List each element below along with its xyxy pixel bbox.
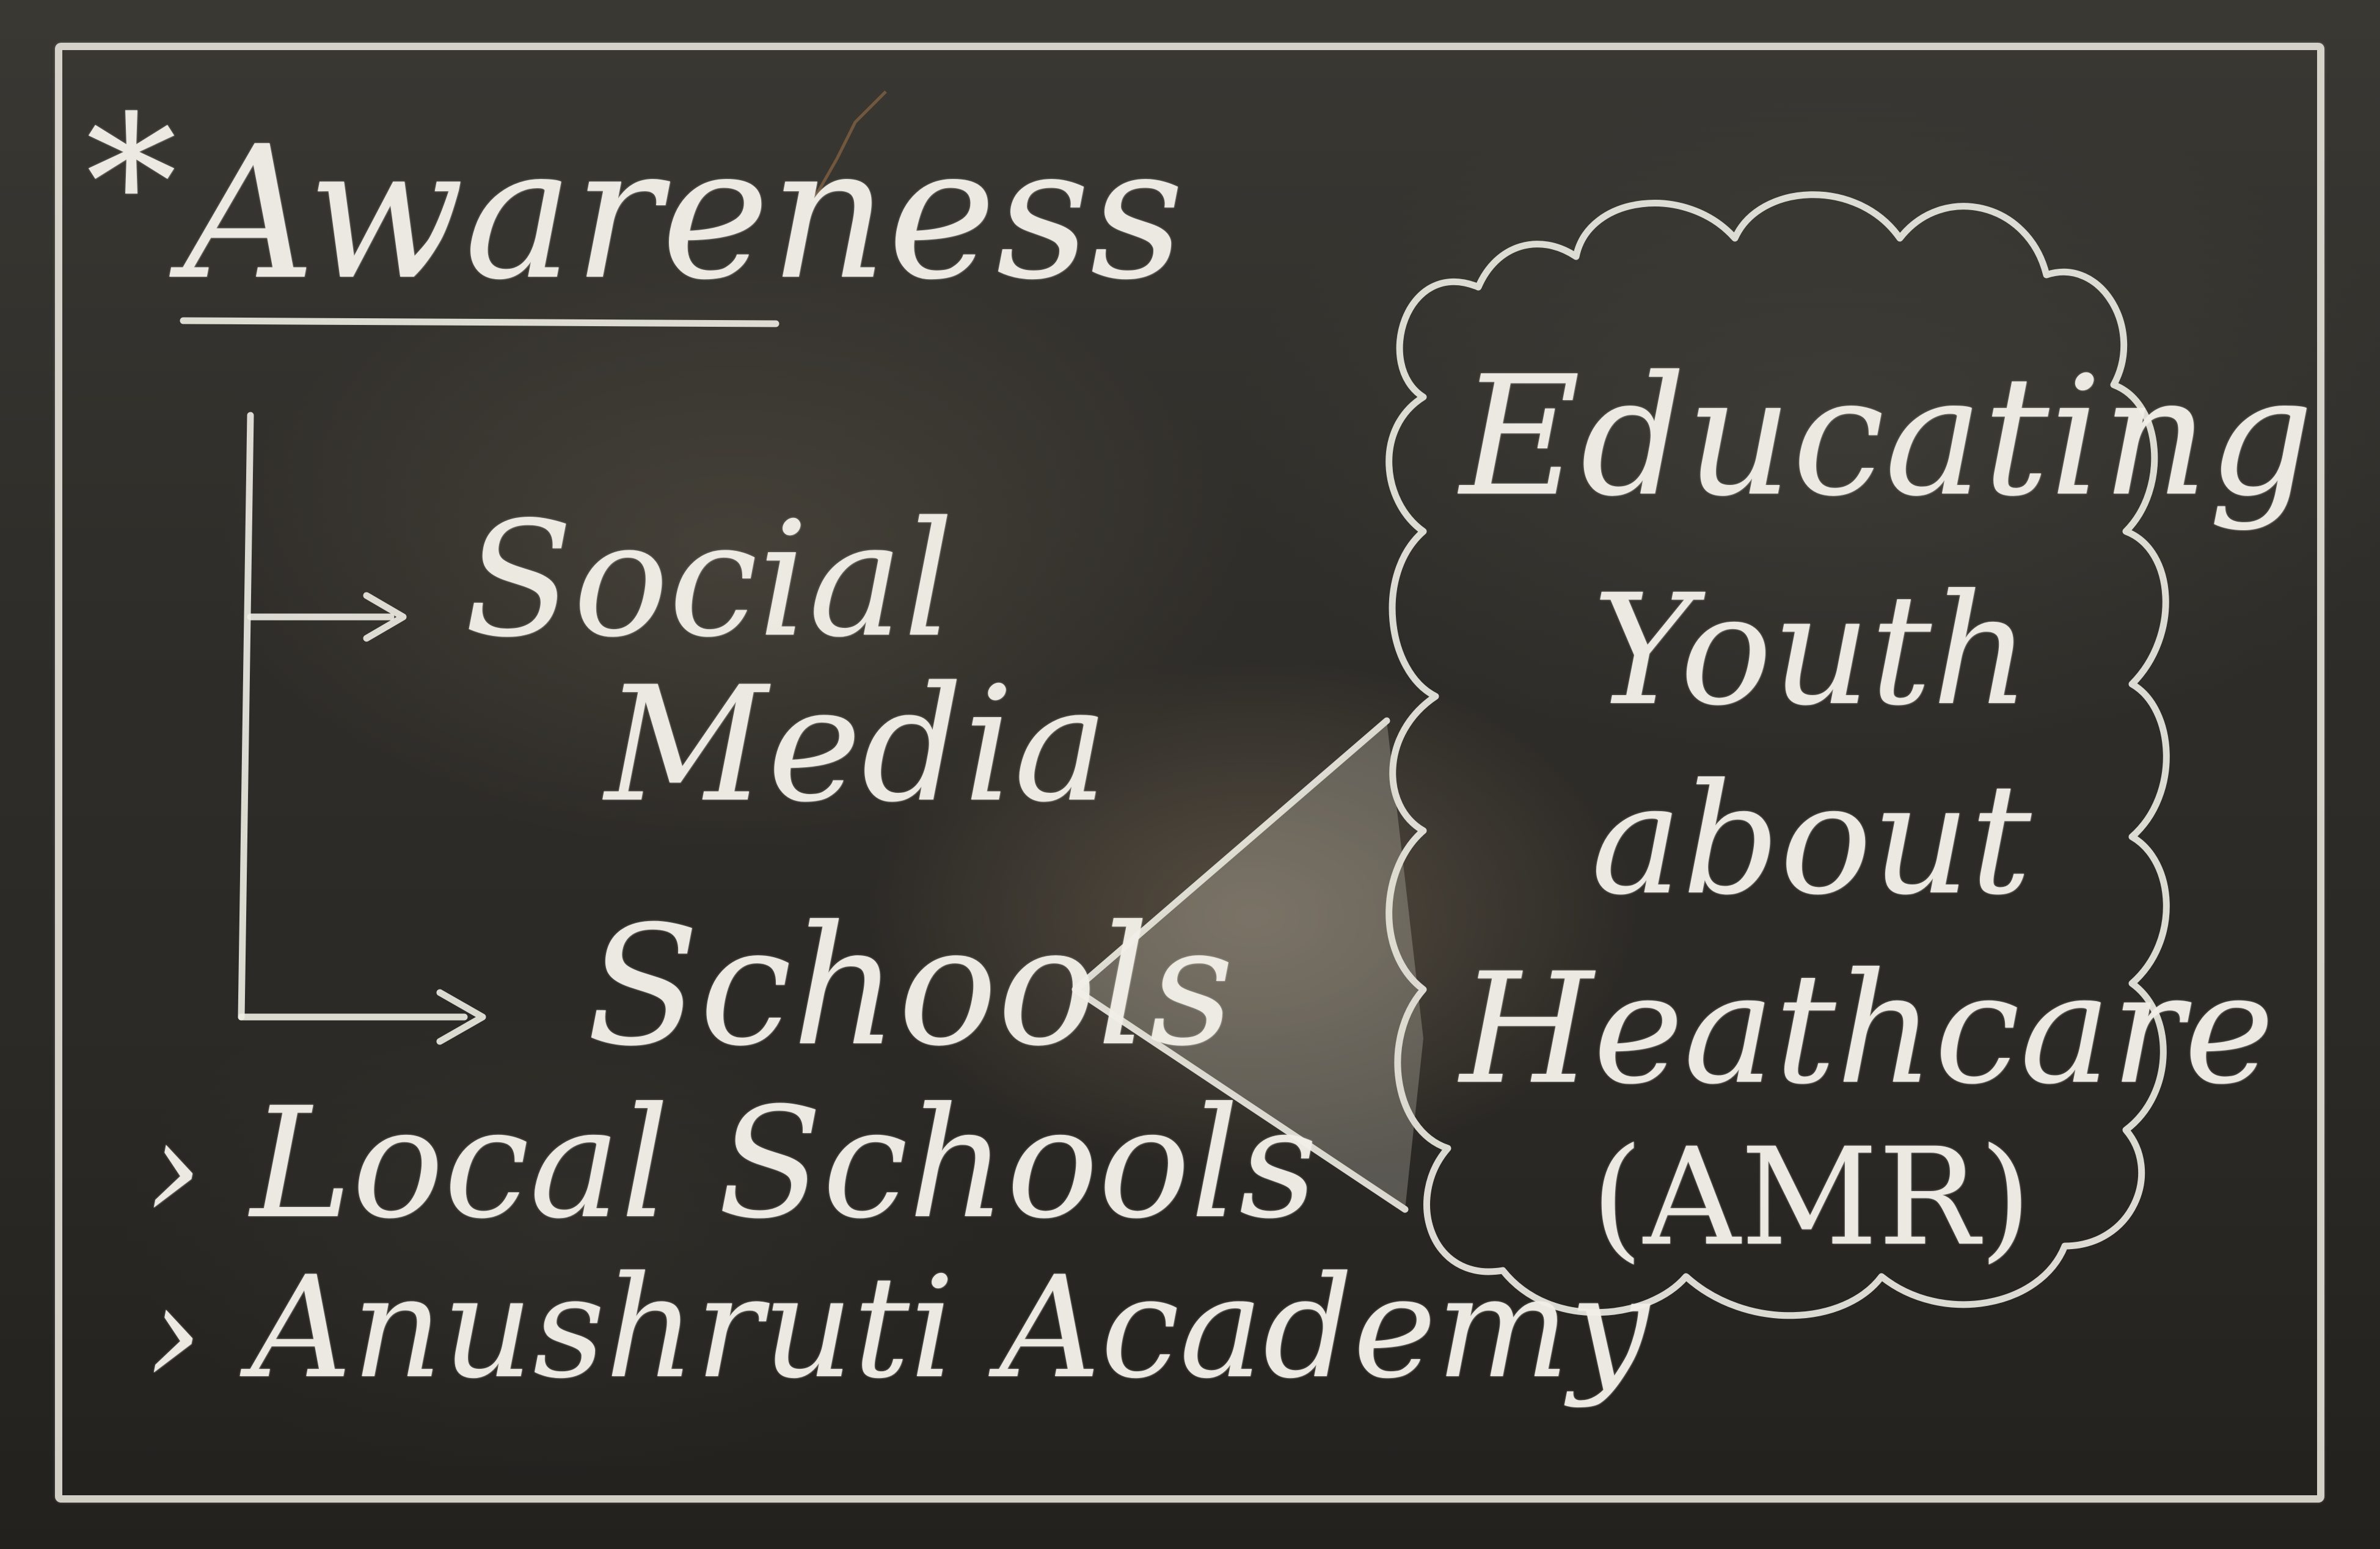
cloud-line-amr: (AMR) <box>1591 1119 2032 1275</box>
bullet-marker: › <box>147 1253 203 1416</box>
asterisk-mark: * <box>86 76 177 290</box>
cloud-line-about: about <box>1591 751 2032 928</box>
title-underline <box>180 317 779 327</box>
bracket-vertical <box>238 412 254 1021</box>
cloud-pointer <box>1071 717 1409 1213</box>
cloud-line-educating: Educating <box>1460 340 2314 533</box>
cloud-line-heathcare: Heathcare <box>1460 940 2275 1118</box>
bullet-marker: › <box>147 1088 203 1251</box>
cloud-line-youth: Youth <box>1592 561 2031 739</box>
bullet-anushruti-academy: Anushruti Academy <box>250 1247 1649 1410</box>
chalk-frame <box>55 43 2324 1503</box>
bullet-local-schools: Local Schools <box>250 1074 1318 1252</box>
board-title: Awareness <box>183 107 1185 320</box>
thought-cloud <box>1385 191 2170 1319</box>
branch-schools: Schools <box>586 890 1235 1082</box>
branch-social-line1: Social <box>464 488 954 672</box>
branch-social-line2: Media <box>605 653 1109 837</box>
